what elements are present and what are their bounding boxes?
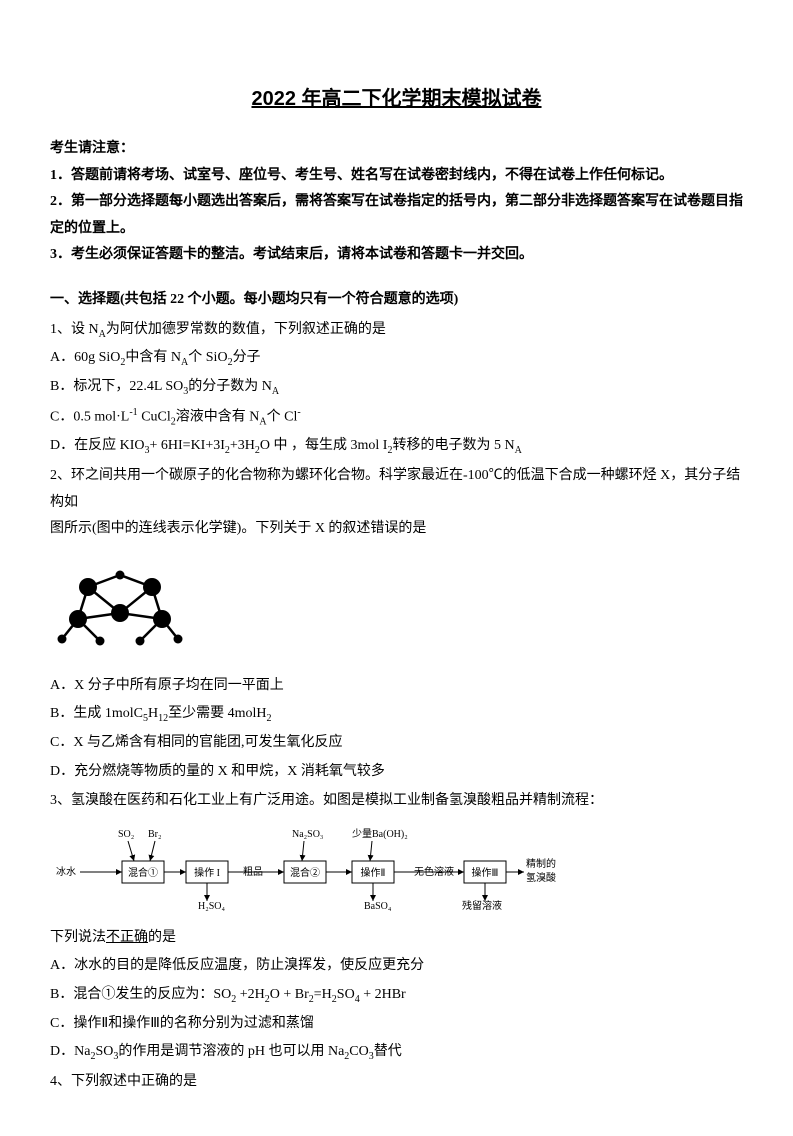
notice-line-2: 2．第一部分选择题每小题选出答案后，需将答案写在试卷指定的括号内，第二部分非选择… bbox=[50, 189, 743, 242]
molecule-diagram bbox=[50, 557, 743, 663]
question-3-option-b: B．混合①发生的反应为：SO2 +2H2O + Br2=H2SO4 + 2HBr bbox=[50, 982, 743, 1009]
svg-text:SO₂: SO₂ bbox=[118, 829, 134, 840]
question-1-option-d: D．在反应 KIO3+ 6HI=KI+3I2+3H2O 中 ，每生成 3mol … bbox=[50, 433, 743, 460]
question-2-stem-line2: 图所示(图中的连线表示化学键)。下列关于 X 的叙述错误的是 bbox=[50, 516, 743, 543]
question-3-intro: 下列说法不正确的是 bbox=[50, 925, 743, 952]
q3-intro-pre: 下列说法 bbox=[50, 930, 106, 945]
question-1-option-c: C．0.5 mol·L-1 CuCl2溶液中含有 NA个 Cl- bbox=[50, 403, 743, 431]
q1b-mid: 的分子数为 N bbox=[188, 379, 272, 394]
q2b-mid: H bbox=[148, 706, 158, 721]
q1c-sup2: - bbox=[297, 407, 300, 418]
svg-text:氢溴酸: 氢溴酸 bbox=[526, 871, 556, 884]
q2b-mid2: 至少需要 4molH bbox=[168, 706, 266, 721]
q3-intro-post: 的是 bbox=[148, 930, 176, 945]
q1d-mid: + 6HI=KI+3I bbox=[150, 438, 225, 453]
svg-text:操作 I: 操作 I bbox=[194, 866, 220, 879]
flow-svg: 混合① 操作 I 混合② 操作Ⅱ 操作Ⅲ 冰水 SO₂ Br₂ 粗品 Na₂SO₃ 少量Ba(OH)… bbox=[50, 825, 610, 915]
q1d-mid2: +3H bbox=[230, 438, 255, 453]
question-1-option-a: A．60g SiO2中含有 NA个 SiO2分子 bbox=[50, 345, 743, 372]
svg-text:冰水: 冰水 bbox=[56, 865, 76, 878]
flow-diagram: 混合① 操作 I 混合② 操作Ⅱ 操作Ⅲ 冰水 SO₂ Br₂ 粗品 Na₂SO₃ 少量Ba(OH)… bbox=[50, 825, 610, 915]
q1-stem-pre: 1、设 N bbox=[50, 322, 99, 337]
exam-notice: 考生请注意： 1．答题前请将考场、试室号、座位号、考生号、姓名写在试卷密封线内，… bbox=[50, 136, 743, 269]
svg-text:混合①: 混合① bbox=[128, 866, 158, 879]
q2b-sub3: 2 bbox=[266, 713, 271, 724]
q3-intro-underline: 不正确 bbox=[106, 930, 148, 945]
svg-text:粗品: 粗品 bbox=[243, 866, 263, 878]
q1-stem-sub: A bbox=[99, 328, 106, 339]
q3b-mid3: =H bbox=[314, 987, 332, 1002]
svg-text:BaSO₄: BaSO₄ bbox=[364, 901, 392, 912]
q3d-pre: D．Na bbox=[50, 1044, 90, 1059]
question-1-option-b: B．标况下，22.4L SO3的分子数为 NA bbox=[50, 374, 743, 401]
q3b-mid2: O + Br bbox=[270, 987, 309, 1002]
q1c-mid3: 个 Cl bbox=[267, 410, 298, 425]
question-3-option-d: D．Na2SO3的作用是调节溶液的 pH 也可以用 Na2CO3替代 bbox=[50, 1039, 743, 1066]
svg-text:无色溶液: 无色溶液 bbox=[414, 865, 454, 878]
svg-text:残留溶液: 残留溶液 bbox=[462, 899, 502, 912]
section-1-header: 一、选择题(共包括 22 个小题。每小题均只有一个符合题意的选项) bbox=[50, 287, 743, 314]
q1a-mid2: 个 SiO bbox=[188, 350, 227, 365]
question-2-option-a: A．X 分子中所有原子均在同一平面上 bbox=[50, 673, 743, 700]
svg-text:混合②: 混合② bbox=[290, 866, 320, 879]
q3d-mid4: 替代 bbox=[374, 1044, 402, 1059]
q3b-mid5: + 2HBr bbox=[360, 987, 406, 1002]
q1b-sub2: A bbox=[272, 386, 279, 397]
svg-text:少量Ba(OH)₂: 少量Ba(OH)₂ bbox=[352, 828, 408, 840]
svg-text:精制的: 精制的 bbox=[526, 857, 556, 870]
q1b-pre: B．标况下，22.4L SO bbox=[50, 379, 183, 394]
page-title: 2022 年高二下化学期末模拟试卷 bbox=[50, 80, 743, 118]
q1c-mid2: 溶液中含有 N bbox=[176, 410, 260, 425]
molecule-svg bbox=[50, 557, 190, 652]
q3b-mid1: +2H bbox=[236, 987, 265, 1002]
q1a-pre: A．60g SiO bbox=[50, 350, 120, 365]
svg-text:操作Ⅱ: 操作Ⅱ bbox=[361, 866, 386, 879]
question-3-stem: 3、氢溴酸在医药和石化工业上有广泛用途。如图是模拟工业制备氢溴酸粗品并精制流程： bbox=[50, 788, 743, 815]
svg-text:操作Ⅲ: 操作Ⅲ bbox=[472, 866, 499, 879]
notice-line-3: 3．考生必须保证答题卡的整洁。考试结束后，请将本试卷和答题卡一并交回。 bbox=[50, 242, 743, 269]
q2b-sub2: 12 bbox=[158, 713, 168, 724]
q3b-pre: B．混合①发生的反应为：SO bbox=[50, 987, 231, 1002]
notice-header: 考生请注意： bbox=[50, 136, 743, 163]
question-2-option-c: C．X 与乙烯含有相同的官能团,可发生氧化反应 bbox=[50, 730, 743, 757]
question-3-option-a: A．冰水的目的是降低反应温度，防止溴挥发，使反应更充分 bbox=[50, 953, 743, 980]
question-4-stem: 4、下列叙述中正确的是 bbox=[50, 1069, 743, 1096]
q1a-mid: 中含有 N bbox=[125, 350, 181, 365]
q1c-mid: CuCl bbox=[138, 410, 171, 425]
q3b-mid4: SO bbox=[337, 987, 355, 1002]
svg-text:Br₂: Br₂ bbox=[148, 829, 162, 840]
q1c-sub2: A bbox=[259, 416, 266, 427]
question-2-option-d: D．充分燃烧等物质的量的 X 和甲烷，X 消耗氧气较多 bbox=[50, 759, 743, 786]
svg-text:H₂SO₄: H₂SO₄ bbox=[198, 901, 225, 912]
q1d-mid4: 转移的电子数为 5 N bbox=[392, 438, 514, 453]
notice-line-1: 1．答题前请将考场、试室号、座位号、考生号、姓名写在试卷密封线内，不得在试卷上作… bbox=[50, 163, 743, 190]
q1c-sup: -1 bbox=[129, 407, 137, 418]
question-3-option-c: C．操作Ⅱ和操作Ⅲ的名称分别为过滤和蒸馏 bbox=[50, 1011, 743, 1038]
q2b-pre: B．生成 1molC bbox=[50, 706, 143, 721]
q1c-pre: C．0.5 mol·L bbox=[50, 410, 129, 425]
q3d-mid3: CO bbox=[349, 1044, 368, 1059]
q1d-mid3: O 中 ，每生成 3mol I bbox=[260, 438, 388, 453]
svg-text:Na₂SO₃: Na₂SO₃ bbox=[292, 829, 323, 840]
q3d-mid2: 的作用是调节溶液的 pH 也可以用 Na bbox=[118, 1044, 344, 1059]
question-2-stem-line1: 2、环之间共用一个碳原子的化合物称为螺环化合物。科学家最近在-100℃的低温下合… bbox=[50, 463, 743, 516]
q1a-post: 分子 bbox=[233, 350, 261, 365]
question-2-option-b: B．生成 1molC5H12至少需要 4molH2 bbox=[50, 701, 743, 728]
question-1-stem: 1、设 NA为阿伏加德罗常数的数值，下列叙述正确的是 bbox=[50, 317, 743, 344]
q1d-sub5: A bbox=[515, 445, 522, 456]
q1d-pre: D．在反应 KIO bbox=[50, 438, 145, 453]
q1-stem-post: 为阿伏加德罗常数的数值，下列叙述正确的是 bbox=[106, 322, 386, 337]
q3d-mid1: SO bbox=[95, 1044, 113, 1059]
